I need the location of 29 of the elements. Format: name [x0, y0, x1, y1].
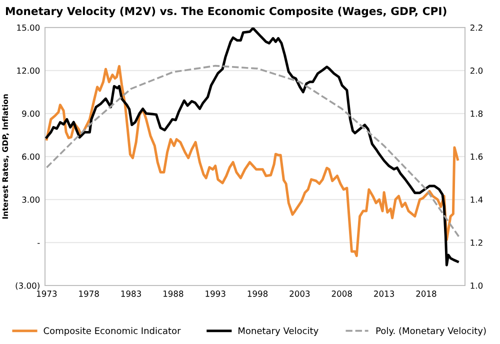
y-tick-label: 15.00 [17, 24, 40, 31]
x-tick-label: 2008 [332, 290, 352, 297]
y-tick-label: 3.00 [22, 196, 40, 203]
x-tick-label: 1983 [121, 290, 141, 297]
y2-tick-label: 1.4 [470, 196, 483, 203]
x-tick-label: 2013 [374, 290, 394, 297]
legend-label: Monetary Velocity [238, 327, 318, 336]
x-tick-label: 1978 [79, 290, 99, 297]
x-tick-label: 2003 [290, 290, 310, 297]
y-tick-label: - [38, 243, 40, 244]
x-tick-label: 1993 [206, 290, 226, 297]
y2-tick-label: 2.0 [470, 68, 483, 74]
legend-label: Composite Economic Indicator [44, 327, 181, 336]
x-tick-label: 1988 [164, 290, 184, 297]
y2-tick-label: 2.2 [470, 24, 482, 31]
x-tick-label: 1998 [248, 290, 268, 297]
line-series [45, 28, 459, 266]
y2-tick-label: 1.0 [470, 282, 483, 289]
y-tick-label: 12.00 [17, 68, 40, 74]
x-tick-label: 1973 [37, 290, 57, 297]
chart-title: Monetary Velocity (M2V) vs. The Economic Composite (Wages, GDP, CPI) [6, 6, 446, 18]
y-tick-label: 6.00 [22, 154, 40, 160]
legend-label: Poly. (Monetary Velocity) [376, 327, 486, 336]
x-tick-label: 2018 [416, 290, 436, 297]
y2-tick-label: 1.2 [470, 240, 482, 246]
y-tick-label: (3.00) [16, 282, 40, 290]
y-tick-label: 9.00 [22, 110, 40, 117]
y2-tick-label: 1.6 [470, 154, 483, 160]
y2-tick-label: 1.8 [470, 110, 483, 117]
